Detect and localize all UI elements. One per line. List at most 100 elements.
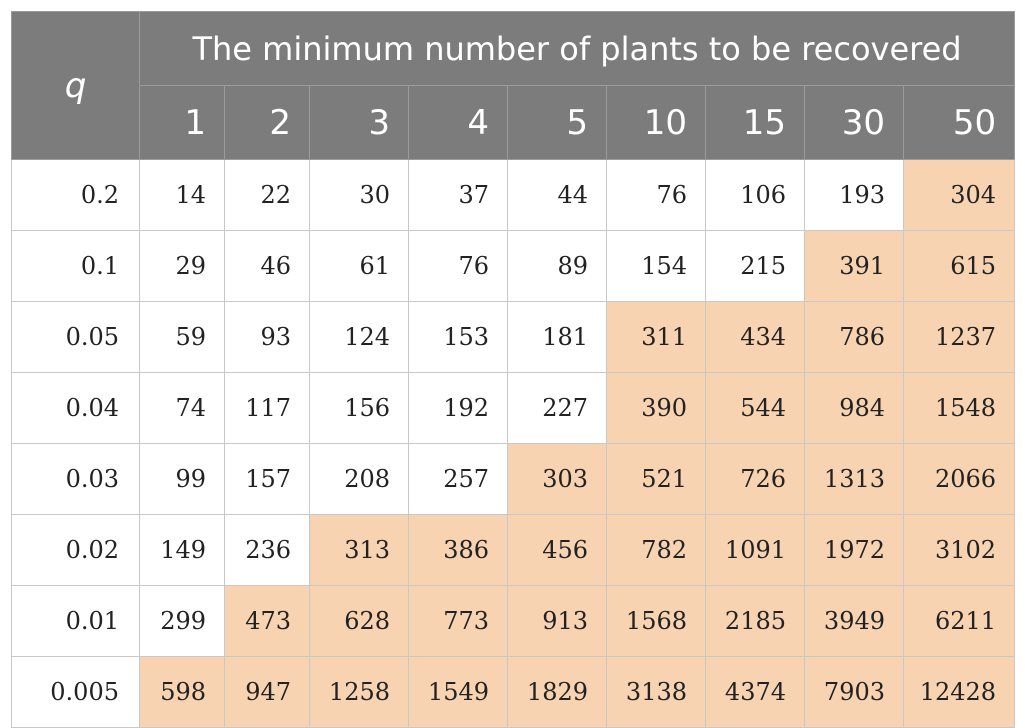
table-cell: 14	[139, 159, 225, 231]
table-cell: 74	[139, 372, 225, 444]
table-cell: 208	[309, 443, 409, 515]
q-value-cell: 0.1	[11, 230, 140, 302]
table-cell: 236	[224, 514, 310, 586]
q-value-cell: 0.2	[11, 159, 140, 231]
table-cell: 786	[804, 301, 904, 373]
table-cell: 124	[309, 301, 409, 373]
table-cell: 76	[408, 230, 508, 302]
table-cell: 521	[606, 443, 706, 515]
table-cell: 473	[224, 585, 310, 657]
q-value-cell: 0.005	[11, 656, 140, 728]
table-cell: 390	[606, 372, 706, 444]
table-row: 0.03 99 157 208 257 303 521 726 1313 2066	[11, 443, 1016, 515]
table-row: 0.005 598 947 1258 1549 1829 3138 4374 7903 12428	[11, 656, 1016, 728]
table-cell: 1829	[507, 656, 607, 728]
table-row: 0.1 29 46 61 76 89 154 215 391 615	[11, 230, 1016, 302]
column-header: 1	[139, 85, 225, 160]
table-cell: 3949	[804, 585, 904, 657]
table-cell: 913	[507, 585, 607, 657]
table-cell: 456	[507, 514, 607, 586]
table-row: 0.2 14 22 30 37 44 76 106 193 304	[11, 159, 1016, 231]
table-cell: 7903	[804, 656, 904, 728]
table-cell: 304	[902, 159, 1016, 231]
table-cell: 311	[606, 301, 706, 373]
table-cell: 257	[408, 443, 508, 515]
table-header: q The minimum number of plants to be rec…	[11, 11, 1016, 160]
table-cell: 117	[224, 372, 310, 444]
table-cell: 726	[705, 443, 805, 515]
table-cell: 773	[408, 585, 508, 657]
table-cell: 386	[408, 514, 508, 586]
table-cell: 106	[705, 159, 805, 231]
table-row: 0.04 74 117 156 192 227 390 544 984 1548	[11, 372, 1016, 444]
table-cell: 153	[408, 301, 508, 373]
table-cell: 149	[139, 514, 225, 586]
table-cell: 1258	[309, 656, 409, 728]
column-header: 4	[408, 85, 508, 160]
table-cell: 29	[139, 230, 225, 302]
column-header: 3	[309, 85, 409, 160]
table-cell: 37	[408, 159, 508, 231]
table-cell: 947	[224, 656, 310, 728]
table-cell: 1313	[804, 443, 904, 515]
column-header: 5	[507, 85, 607, 160]
table-cell: 303	[507, 443, 607, 515]
column-header: 15	[705, 85, 805, 160]
table-cell: 299	[139, 585, 225, 657]
table-cell: 227	[507, 372, 607, 444]
q-column-header: q	[11, 11, 140, 160]
table-cell: 4374	[705, 656, 805, 728]
q-value-cell: 0.05	[11, 301, 140, 373]
column-header: 10	[606, 85, 706, 160]
table-cell: 46	[224, 230, 310, 302]
table-cell: 544	[705, 372, 805, 444]
table-cell: 3102	[902, 514, 1016, 586]
table-cell: 313	[309, 514, 409, 586]
q-value-cell: 0.04	[11, 372, 140, 444]
table-cell: 2066	[902, 443, 1016, 515]
table-cell: 1237	[902, 301, 1016, 373]
table-cell: 192	[408, 372, 508, 444]
min-plants-header: The minimum number of plants to be recov…	[138, 11, 1016, 86]
table-cell: 61	[309, 230, 409, 302]
table-cell: 1091	[705, 514, 805, 586]
table-cell: 156	[309, 372, 409, 444]
table-row: 0.02 149 236 313 386 456 782 1091 1972 3102	[11, 514, 1016, 586]
header-row-columns: 1 2 3 4 5 10 15 30 50	[12, 85, 1016, 160]
table-cell: 22	[224, 159, 310, 231]
column-header: 50	[902, 85, 1016, 160]
table-cell: 391	[804, 230, 904, 302]
table-cell: 215	[705, 230, 805, 302]
table-cell: 1568	[606, 585, 706, 657]
table-row: 0.01 299 473 628 773 913 1568 2185 3949 6211	[11, 585, 1016, 657]
table-cell: 434	[705, 301, 805, 373]
table-body: 0.2 14 22 30 37 44 76 106 193 304 0.1 29 46 61 76 89 154…	[11, 159, 1016, 728]
table-cell: 598	[139, 656, 225, 728]
table-cell: 12428	[902, 656, 1016, 728]
q-value-cell: 0.03	[11, 443, 140, 515]
table-cell: 76	[606, 159, 706, 231]
table-cell: 3138	[606, 656, 706, 728]
table-cell: 157	[224, 443, 310, 515]
plants-recovery-table: q The minimum number of plants to be rec…	[11, 11, 1016, 728]
q-value-cell: 0.01	[11, 585, 140, 657]
table-cell: 181	[507, 301, 607, 373]
table-cell: 30	[309, 159, 409, 231]
table-cell: 44	[507, 159, 607, 231]
q-value-cell: 0.02	[11, 514, 140, 586]
table-cell: 782	[606, 514, 706, 586]
table-cell: 89	[507, 230, 607, 302]
table-row: 0.05 59 93 124 153 181 311 434 786 1237	[11, 301, 1016, 373]
table-cell: 6211	[902, 585, 1016, 657]
table-cell: 1972	[804, 514, 904, 586]
header-row-top: q The minimum number of plants to be rec…	[11, 11, 1016, 160]
table-cell: 615	[902, 230, 1016, 302]
table-cell: 99	[139, 443, 225, 515]
table-cell: 193	[804, 159, 904, 231]
table-cell: 1548	[902, 372, 1016, 444]
table-cell: 628	[309, 585, 409, 657]
table-cell: 984	[804, 372, 904, 444]
table-cell: 154	[606, 230, 706, 302]
column-header: 30	[804, 85, 904, 160]
table-cell: 2185	[705, 585, 805, 657]
